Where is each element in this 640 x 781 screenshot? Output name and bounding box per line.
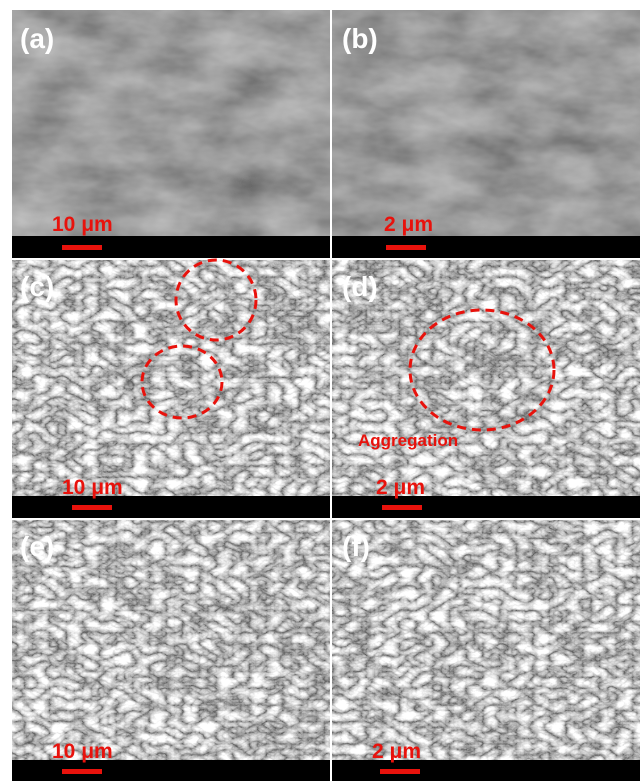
annotation: Aggregation — [358, 431, 458, 450]
micrograph — [12, 260, 330, 496]
panel: (b) 2 μm — [332, 10, 640, 258]
panel: (a) 10 μm — [12, 10, 330, 258]
info-strip — [12, 236, 330, 258]
micrograph — [332, 10, 640, 236]
scale-label: 10 μm — [52, 740, 113, 763]
scale-bar — [386, 245, 426, 250]
info-strip — [332, 760, 640, 781]
micrograph — [332, 520, 640, 760]
info-strip — [332, 496, 640, 518]
scale-label: 10 μm — [62, 476, 123, 499]
info-strip — [12, 496, 330, 518]
figure: (a) 10 μm (b) 2 μm (c) 10 μm Aggregation… — [0, 0, 640, 781]
panel-label: (b) — [342, 23, 378, 54]
panel: Aggregation (d) 2 μm — [332, 260, 640, 518]
info-strip — [12, 760, 330, 781]
panel-label: (c) — [20, 271, 54, 302]
panel: (e) 10 μm — [12, 520, 330, 781]
scale-bar — [72, 505, 112, 510]
panel-label: (e) — [20, 531, 54, 562]
panel-label: (d) — [342, 271, 378, 302]
scale-label: 2 μm — [372, 740, 421, 763]
scale-bar — [62, 245, 102, 250]
panel: (f) 2 μm — [332, 520, 640, 781]
panel: (c) 10 μm — [12, 260, 330, 518]
scale-bar — [62, 769, 102, 774]
scale-bar — [382, 505, 422, 510]
panel-label: (f) — [342, 531, 370, 562]
micrograph — [332, 260, 640, 496]
scale-bar — [380, 769, 420, 774]
micrograph — [12, 10, 330, 236]
scale-label: 2 μm — [376, 476, 425, 499]
panel-label: (a) — [20, 23, 54, 54]
scale-label: 10 μm — [52, 213, 113, 236]
info-strip — [332, 236, 640, 258]
scale-label: 2 μm — [384, 213, 433, 236]
micrograph — [12, 520, 330, 760]
